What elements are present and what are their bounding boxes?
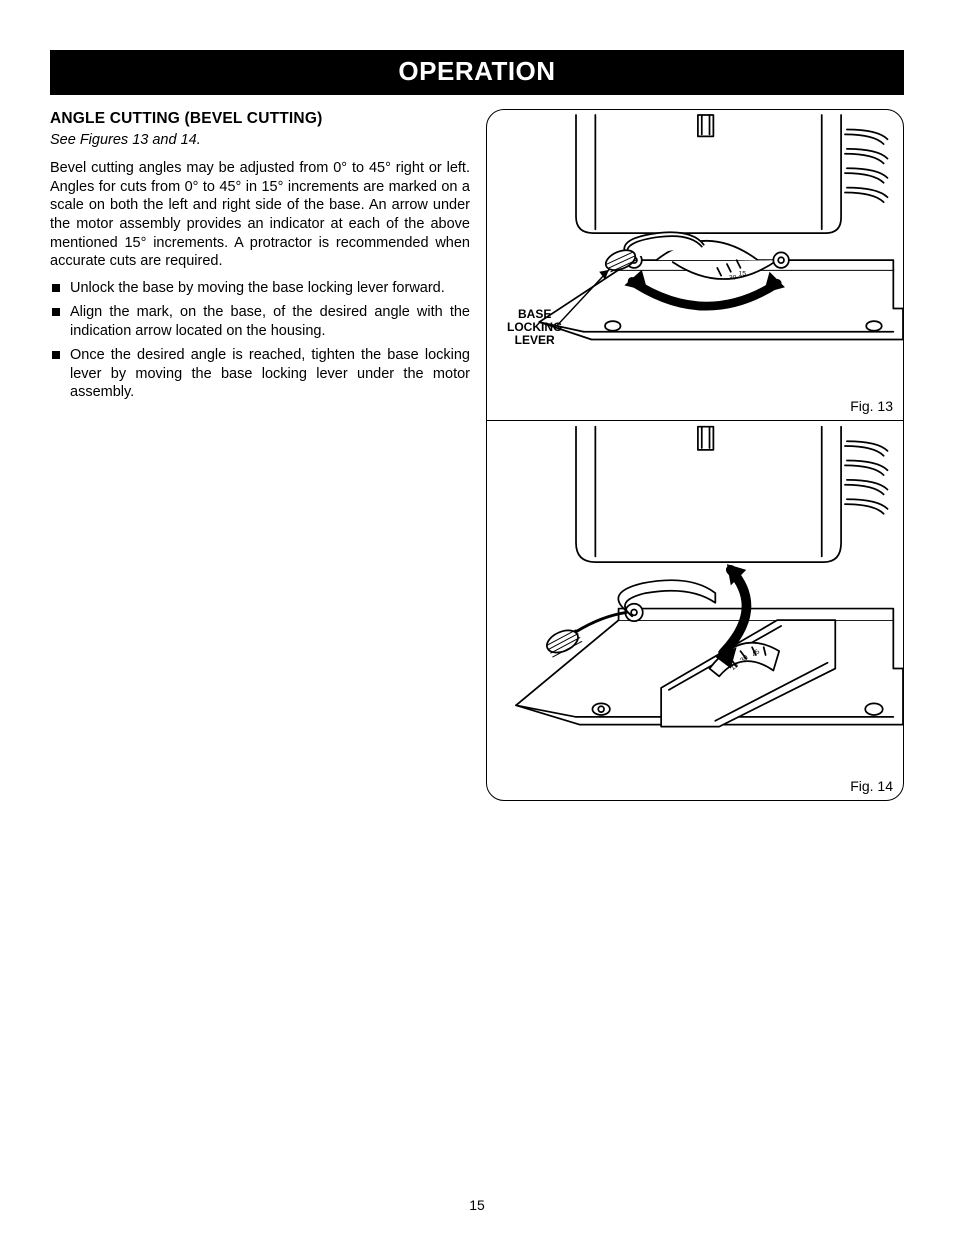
callout-line: LEVER <box>515 333 555 347</box>
text-column: ANGLE CUTTING (BEVEL CUTTING) See Figure… <box>50 109 470 801</box>
list-item: Align the mark, on the base, of the desi… <box>50 303 470 340</box>
scale-mark: 15 <box>739 271 747 278</box>
callout-base-locking-lever: BASE LOCKING LEVER <box>507 308 562 348</box>
figure-14-caption: Fig. 14 <box>850 778 893 794</box>
section-banner: OPERATION <box>50 50 904 95</box>
list-item: Unlock the base by moving the base locki… <box>50 279 470 298</box>
list-item-text: Align the mark, on the base, of the desi… <box>70 304 470 339</box>
figure-14-drawing: 15 30 45 <box>487 421 903 800</box>
content-row: ANGLE CUTTING (BEVEL CUTTING) See Figure… <box>50 109 904 801</box>
list-item: Once the desired angle is reached, tight… <box>50 346 470 402</box>
figure-14: 15 30 45 Fig. 14 <box>487 420 903 800</box>
scale-mark: 30 <box>729 275 737 282</box>
figure-13: 15 30 BASE LOCKING LEVER Fig. 13 <box>487 110 903 420</box>
callout-line: BASE <box>518 307 551 321</box>
figure-13-caption: Fig. 13 <box>850 398 893 414</box>
bullet-list: Unlock the base by moving the base locki… <box>50 279 470 402</box>
callout-line: LOCKING <box>507 320 562 334</box>
body-paragraph: Bevel cutting angles may be adjusted fro… <box>50 159 470 270</box>
figure-13-drawing: 15 30 <box>487 110 903 420</box>
list-item-text: Once the desired angle is reached, tight… <box>70 347 470 400</box>
banner-title: OPERATION <box>398 56 555 86</box>
see-figures: See Figures 13 and 14. <box>50 131 470 150</box>
section-heading: ANGLE CUTTING (BEVEL CUTTING) <box>50 109 470 129</box>
figure-column: 15 30 BASE LOCKING LEVER Fig. 13 <box>486 109 904 801</box>
page-number: 15 <box>0 1197 954 1213</box>
list-item-text: Unlock the base by moving the base locki… <box>70 280 445 296</box>
